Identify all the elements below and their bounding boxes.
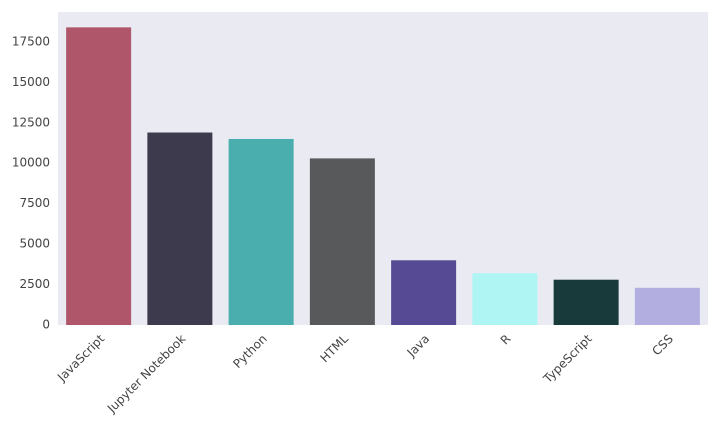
x-tick-label: JavaScript: [54, 331, 107, 384]
x-tick-label: CSS: [649, 332, 676, 359]
y-tick-label: 5000: [19, 237, 50, 251]
bar: [553, 279, 619, 325]
y-tick-label: 17500: [12, 34, 50, 48]
bar: [147, 132, 213, 325]
bar: [309, 158, 375, 325]
x-tick-label: TypeScript: [540, 331, 595, 386]
y-tick-label: 7500: [19, 196, 50, 210]
bar: [391, 260, 457, 325]
x-tick-label: Jupyter Notebook: [104, 332, 188, 416]
x-tick-label: Java: [404, 332, 433, 361]
bar: [228, 138, 294, 325]
x-tick-label: Python: [230, 332, 269, 371]
y-tick-label: 12500: [12, 115, 50, 129]
bar: [472, 273, 538, 325]
x-tick-label: HTML: [317, 331, 351, 365]
x-tick-label: R: [498, 332, 514, 348]
bar: [634, 287, 700, 325]
y-tick-label: 10000: [12, 156, 50, 170]
y-tick-label: 2500: [19, 277, 50, 291]
y-tick-label: 15000: [12, 75, 50, 89]
bar: [66, 27, 132, 326]
y-tick-label: 0: [42, 318, 50, 332]
